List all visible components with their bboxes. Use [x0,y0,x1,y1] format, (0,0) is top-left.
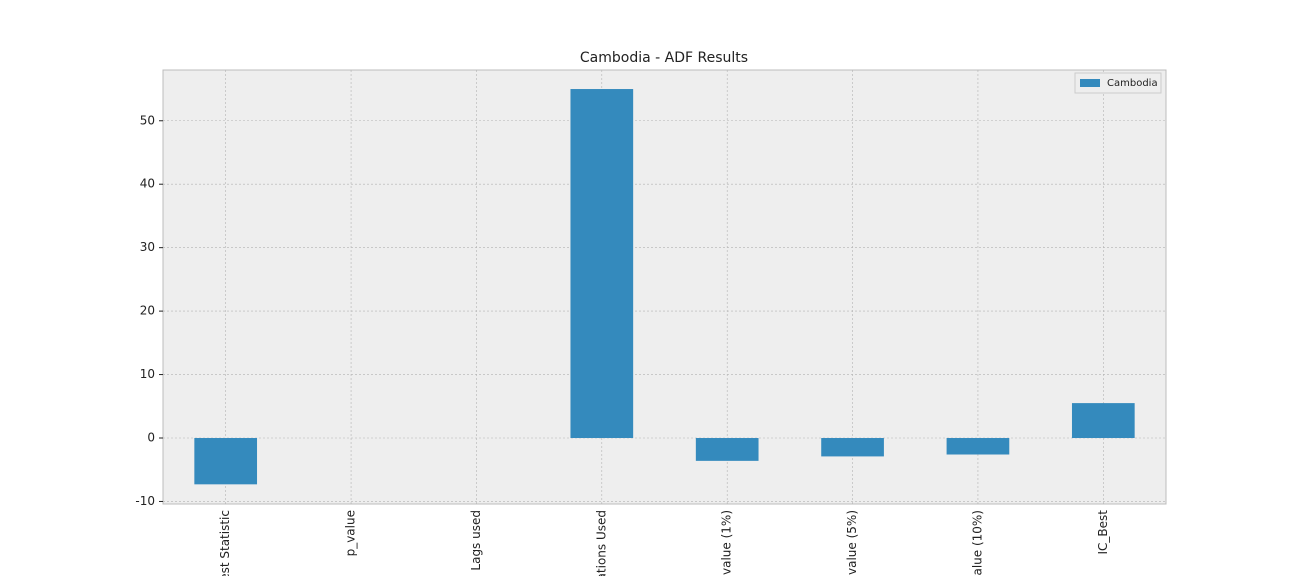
y-tick-label: 30 [140,240,155,254]
y-tick-label: 0 [147,431,155,445]
y-tick-label: 10 [140,367,155,381]
y-tick-label: 40 [140,177,155,191]
legend-box [1074,72,1162,94]
x-tick-label: Test Statistic [218,510,232,576]
x-tick-label: Lags used [469,510,483,571]
x-tick-label: Critical value (10%) [970,510,984,576]
y-tick-label: -10 [135,494,155,508]
bar [821,438,884,457]
legend-label: Cambodia [1107,78,1158,89]
chart-title: Cambodia - ADF Results [580,50,748,66]
x-tick-label: Critical value (1%) [720,510,734,576]
x-tick-label: Critical value (5%) [845,510,859,576]
bar [194,438,258,485]
x-tick-label: p_value [344,510,358,556]
x-tick-label: IC_Best [1096,510,1110,555]
plot-area [162,69,1167,505]
bar [695,438,759,461]
y-tick-label: 50 [140,113,155,127]
legend-swatch [1080,79,1100,87]
bar [570,89,634,439]
bar [946,438,1010,455]
x-tick-label: Number of Observations Used [594,510,608,576]
y-tick-label: 20 [140,304,155,318]
bar [1071,403,1135,439]
